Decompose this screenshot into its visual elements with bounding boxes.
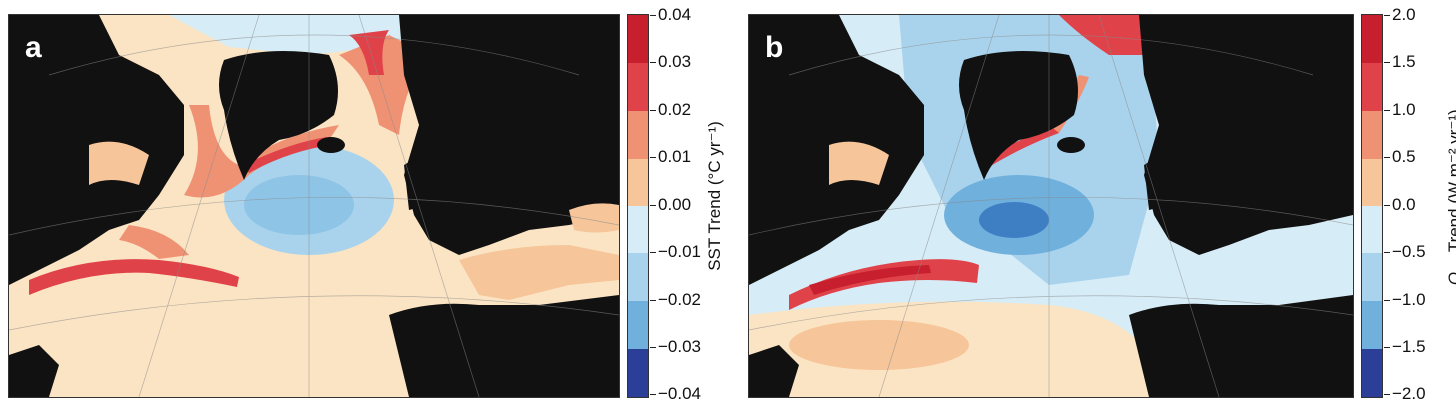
greenland-coast-flux bbox=[979, 125, 1059, 170]
qnet-label-rest: Trend (W m⁻² yr⁻¹) bbox=[1444, 109, 1456, 253]
cbar-a-tick-3: 0.01 bbox=[649, 147, 692, 166]
cbar-a-tick-8: −0.04 bbox=[649, 384, 702, 403]
africa bbox=[1129, 295, 1353, 397]
cbar-a-tick-7: −0.03 bbox=[649, 337, 702, 356]
gulf-stream-warm bbox=[29, 259, 239, 295]
panel-letter: a bbox=[25, 31, 42, 64]
cbar-b-tick-5: −0.5 bbox=[1384, 242, 1426, 261]
hudson-bay bbox=[89, 141, 149, 185]
cbar-b-tick-4: 0.0 bbox=[1384, 195, 1416, 214]
iceland bbox=[1057, 137, 1085, 153]
graticule bbox=[9, 15, 619, 397]
colorbar-b-label: Qnet Trend (W m⁻² yr⁻¹) bbox=[1445, 102, 1456, 292]
gulf-stream-core bbox=[809, 265, 931, 295]
iceland bbox=[317, 137, 345, 153]
cbar-b-tick-3: 0.5 bbox=[1384, 147, 1416, 166]
gulf-stream-flux bbox=[789, 259, 979, 310]
british-isles bbox=[1144, 160, 1174, 210]
cbar-b-tick-7: −1.5 bbox=[1384, 337, 1426, 356]
cbar-a-tick-4: 0.00 bbox=[649, 195, 692, 214]
nordic-hot bbox=[349, 30, 389, 75]
hudson-bay bbox=[829, 141, 889, 185]
cbar-b-tick-8: −2.0 bbox=[1384, 384, 1426, 403]
mediterranean bbox=[1199, 245, 1353, 300]
map-a-svg bbox=[9, 15, 619, 397]
map-a: a bbox=[8, 14, 620, 398]
graticule bbox=[749, 15, 1353, 397]
subpolar-core bbox=[244, 175, 354, 235]
map-b-svg bbox=[749, 15, 1353, 397]
cbar-a-tick-1: 0.03 bbox=[649, 52, 692, 71]
arctic-ocean bbox=[169, 15, 409, 55]
qnet-symbol: Q bbox=[1445, 272, 1456, 285]
map-b: b bbox=[748, 14, 1354, 398]
colorbar-a-label: SST Trend (°C yr⁻¹) bbox=[705, 121, 724, 271]
mediterranean bbox=[459, 245, 619, 300]
greenland bbox=[219, 51, 338, 180]
panel-letter: b bbox=[765, 31, 784, 64]
cbar-b-tick-6: −1.0 bbox=[1384, 290, 1426, 309]
cbar-b-tick-1: 1.5 bbox=[1384, 52, 1416, 71]
black-sea bbox=[569, 203, 619, 233]
cbar-a-tick-0: 0.04 bbox=[649, 5, 692, 24]
colorbar-b bbox=[1361, 14, 1383, 398]
central-america bbox=[749, 345, 799, 397]
cbar-a-tick-2: 0.02 bbox=[649, 100, 692, 119]
colorbar-a bbox=[627, 14, 649, 398]
british-isles bbox=[404, 160, 434, 210]
europe bbox=[1139, 15, 1353, 255]
colorbar-b-ramp bbox=[1362, 15, 1382, 397]
subtropical-patch bbox=[789, 320, 969, 370]
cbar-a-tick-6: −0.02 bbox=[649, 290, 702, 309]
greenland bbox=[959, 51, 1078, 180]
central-america bbox=[9, 345, 59, 397]
subpolar-cool-core bbox=[979, 202, 1049, 238]
africa bbox=[389, 295, 619, 397]
shelf-warm bbox=[119, 225, 189, 259]
colorbar-a-ramp bbox=[628, 15, 648, 397]
cbar-a-tick-5: −0.01 bbox=[649, 242, 702, 261]
cbar-b-tick-0: 2.0 bbox=[1384, 5, 1416, 24]
europe bbox=[399, 15, 619, 255]
cbar-b-tick-2: 1.0 bbox=[1384, 100, 1416, 119]
